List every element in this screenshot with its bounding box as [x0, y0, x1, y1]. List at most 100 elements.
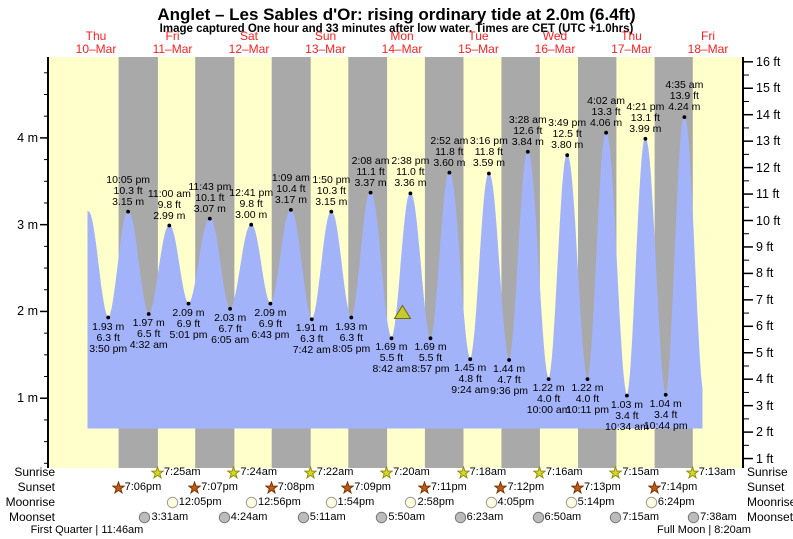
moonset-event: 7:15am — [609, 511, 659, 524]
sunrise-star-icon — [609, 466, 623, 479]
left-axis-tick-label: 1 m — [17, 391, 38, 406]
moonrise-circle-icon — [565, 496, 577, 509]
moonset-time: 7:38am — [700, 511, 737, 523]
moonset-circle-icon — [610, 511, 622, 524]
right-axis-tick-label: 15 ft — [756, 81, 781, 96]
right-axis-tick-label: 4 ft — [756, 372, 774, 387]
moonset-circle-icon — [532, 511, 544, 524]
moonset-circle-icon — [376, 511, 388, 524]
tide-extremum-dot — [468, 357, 473, 362]
tide-annotation: 1:09 am 10.4 ft 3.17 m — [271, 171, 310, 206]
moonrise-event: 5:14pm — [565, 496, 614, 509]
tide-extremum-dot — [167, 223, 172, 228]
moonset-event: 7:38am — [687, 511, 737, 524]
moonset-circle-icon — [454, 511, 466, 524]
tide-extremum-dot — [106, 315, 111, 320]
sunset-time: 7:07pm — [201, 481, 238, 493]
sunrise-star-icon — [456, 466, 470, 479]
right-axis-tick-label: 3 ft — [756, 398, 774, 413]
moonrise-circle-icon — [325, 496, 337, 509]
right-axis-tick-label: 10 ft — [756, 213, 781, 228]
tide-annotation: 1.04 m 3.4 ft 10:44 pm — [643, 397, 688, 432]
day-label: Fri 11–Mar — [152, 29, 193, 56]
tide-extremum-dot — [126, 209, 130, 214]
sunset-star-icon — [264, 481, 278, 494]
moonset-circle-icon — [297, 511, 309, 524]
right-axis-tick-label: 8 ft — [756, 266, 774, 281]
moonset-circle-icon — [218, 511, 230, 524]
moonset-event: 5:50am — [375, 511, 425, 524]
sunrise-time: 7:16am — [545, 466, 583, 478]
moonrise-circle-icon — [245, 496, 258, 509]
moonrise-row-label-left: Moonrise — [5, 495, 55, 509]
sunset-star-icon — [341, 481, 355, 494]
sunset-time: 7:14pm — [660, 481, 698, 493]
sunrise-time: 7:15am — [622, 466, 660, 478]
right-axis-tick-label: 12 ft — [756, 160, 781, 175]
tide-extremum-dot — [146, 312, 151, 316]
moonset-event: 4:24am — [218, 511, 267, 524]
tide-extremum-dot — [428, 336, 433, 341]
page-subtitle: Image captured One hour and 33 minutes a… — [159, 23, 634, 35]
tide-extremum-dot — [268, 301, 273, 306]
sunrise-event: 7:18am — [456, 466, 506, 479]
right-axis-tick-label: 6 ft — [756, 319, 774, 334]
sunset-row-label-right: Sunset — [747, 480, 785, 494]
day-label: Fri 18–Mar — [687, 29, 729, 56]
sunset-time: 7:13pm — [584, 481, 621, 493]
sunrise-star-icon — [532, 466, 546, 479]
tide-extremum-dot — [585, 377, 590, 381]
moon-phase-full-moon: Full Moon | 8:20am — [657, 524, 751, 536]
sunrise-time: 7:13am — [698, 466, 736, 478]
tide-extremum-dot — [507, 358, 511, 362]
moonrise-event: 4:05pm — [485, 496, 535, 509]
moonset-circle-icon — [687, 511, 700, 524]
tide-extremum-dot — [546, 377, 551, 381]
moonrise-time: 4:05pm — [497, 496, 535, 508]
tide-annotation: 3:28 am 12.6 ft 3.84 m — [508, 113, 547, 148]
right-axis — [742, 57, 744, 468]
sunset-star-icon — [188, 481, 202, 494]
moonset-time: 5:50am — [388, 511, 426, 523]
tide-extremum-dot — [228, 306, 233, 311]
tide-extremum-dot — [249, 222, 254, 227]
day-label: Sat 12–Mar — [228, 29, 270, 56]
day-label: Sun 13–Mar — [305, 29, 346, 56]
tide-annotation: 1.91 m 6.3 ft 7:42 am — [292, 322, 331, 357]
sunset-event: 7:12pm — [494, 481, 544, 494]
sunrise-star-icon — [303, 466, 317, 479]
tide-extremum-dot — [682, 115, 687, 119]
tide-extremum-dot — [604, 130, 608, 135]
moonset-time: 6:50am — [544, 511, 582, 523]
sunrise-time: 7:22am — [316, 466, 354, 478]
tide-annotation: 1.93 m 6.3 ft 8:05 pm — [332, 320, 371, 355]
moonrise-time: 2:58pm — [417, 496, 455, 508]
tide-annotation: 1.22 m 4.0 ft 10:00 am — [526, 382, 571, 417]
moonrise-event: 12:05pm — [166, 496, 222, 509]
moonset-circle-icon — [139, 511, 151, 524]
tide-annotation: 2.09 m 6.9 ft 6:43 pm — [251, 306, 290, 341]
moonset-time: 6:23am — [466, 511, 504, 523]
moonrise-time: 12:56pm — [257, 496, 301, 508]
sunrise-row-label-left: Sunrise — [14, 465, 55, 479]
tide-annotation: 1.93 m 6.3 ft 3:50 pm — [89, 320, 128, 355]
tide-extremum-dot — [565, 153, 570, 158]
current-tide-marker-icon — [393, 304, 412, 319]
sunrise-time: 7:25am — [163, 466, 201, 478]
tide-annotation: 12:41 pm 9.8 ft 3.00 m — [229, 186, 274, 221]
tide-annotation: 11:43 pm 10.1 ft 3.07 m — [188, 180, 232, 215]
moonrise-circle-icon — [405, 496, 417, 509]
tide-annotation: 1.97 m 6.5 ft 4:32 am — [129, 317, 168, 352]
tide-annotation: 4:35 am 13.9 ft 4.24 m — [665, 79, 704, 114]
right-axis-tick-label: 1 ft — [756, 451, 774, 466]
sunrise-star-icon — [380, 466, 394, 479]
tide-extremum-dot — [643, 136, 648, 141]
day-label: Wed 16–Mar — [534, 29, 576, 56]
moonrise-circle-icon — [166, 496, 178, 509]
tide-curve — [87, 115, 703, 429]
tide-extremum-dot — [289, 208, 293, 212]
sunset-star-icon — [111, 481, 125, 494]
tide-extremum-dot — [663, 392, 668, 397]
tide-annotation: 2:38 pm 11.0 ft 3.36 m — [391, 155, 430, 190]
